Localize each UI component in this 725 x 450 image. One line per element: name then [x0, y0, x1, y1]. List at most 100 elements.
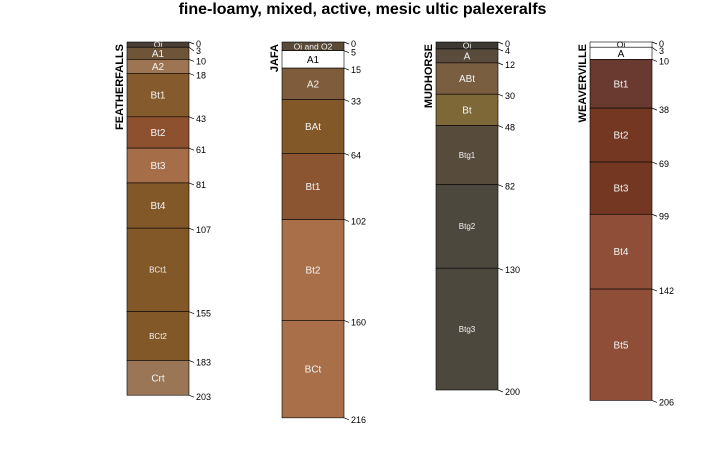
- depth-label-featherfalls-10: 203: [196, 392, 211, 402]
- horizon-mudhorse-2: [435, 62, 499, 95]
- horizon-featherfalls-9: [126, 360, 190, 396]
- depth-label-weaverville-3: 38: [659, 105, 669, 115]
- depth-label-jafa-2: 15: [351, 65, 361, 75]
- horizon-label-weaverville-1: A: [618, 49, 625, 60]
- depth-label-jafa-7: 216: [351, 415, 366, 425]
- horizon-label-jafa-3: BAt: [305, 122, 321, 133]
- horizon-label-jafa-2: A2: [307, 79, 320, 90]
- horizon-weaverville-3: [589, 107, 653, 163]
- diagram-title: fine-loamy, mixed, active, mesic ultic p…: [178, 1, 547, 18]
- depth-tick-featherfalls-10: [188, 394, 195, 398]
- depth-label-jafa-1: 5: [351, 48, 356, 58]
- depth-tick-weaverville-6: [651, 288, 658, 292]
- depth-tick-mudhorse-7: [497, 389, 504, 393]
- horizon-label-weaverville-0: Oi: [617, 40, 626, 50]
- profile-name-featherfalls: FEATHERFALLS: [114, 44, 126, 130]
- depth-label-mudhorse-4: 48: [505, 123, 515, 133]
- depth-label-mudhorse-6: 130: [505, 265, 520, 275]
- depth-label-weaverville-0: 0: [659, 39, 664, 49]
- horizon-label-mudhorse-2: ABt: [459, 74, 475, 85]
- depth-label-mudhorse-3: 30: [505, 91, 515, 101]
- depth-label-featherfalls-4: 43: [196, 114, 206, 124]
- depth-tick-featherfalls-5: [188, 147, 195, 151]
- depth-label-jafa-4: 64: [351, 150, 361, 160]
- depth-label-weaverville-7: 206: [659, 397, 674, 407]
- horizon-mudhorse-4: [435, 125, 499, 185]
- depth-tick-mudhorse-0: [497, 41, 504, 45]
- depth-label-featherfalls-7: 107: [196, 225, 211, 235]
- depth-label-featherfalls-1: 3: [196, 46, 201, 56]
- horizon-featherfalls-4: [126, 116, 190, 149]
- depth-tick-featherfalls-3: [188, 72, 195, 76]
- depth-tick-mudhorse-5: [497, 184, 504, 188]
- depth-label-featherfalls-9: 183: [196, 357, 211, 367]
- depth-label-jafa-6: 160: [351, 317, 366, 327]
- horizon-label-featherfalls-9: Crt: [151, 373, 165, 384]
- horizon-label-mudhorse-3: Bt: [462, 105, 472, 116]
- depth-label-mudhorse-5: 82: [505, 182, 515, 192]
- depth-label-mudhorse-1: 4: [505, 46, 510, 56]
- depth-tick-mudhorse-3: [497, 93, 504, 97]
- depth-tick-mudhorse-4: [497, 125, 504, 128]
- horizon-label-mudhorse-5: Btg2: [459, 222, 476, 231]
- depth-label-jafa-3: 33: [351, 96, 361, 106]
- depth-tick-mudhorse-6: [497, 267, 504, 271]
- depth-tick-mudhorse-1: [497, 48, 504, 52]
- horizon-weaverville-4: [589, 161, 653, 215]
- depth-tick-featherfalls-8: [188, 311, 195, 315]
- depth-label-featherfalls-3: 18: [196, 70, 206, 80]
- depth-tick-featherfalls-9: [188, 360, 195, 363]
- horizon-jafa-6: [281, 320, 345, 419]
- depth-label-mudhorse-0: 0: [505, 39, 510, 49]
- horizon-featherfalls-8: [126, 311, 190, 361]
- depth-tick-featherfalls-4: [188, 116, 195, 120]
- depth-tick-jafa-0: [343, 41, 350, 45]
- horizon-featherfalls-7: [126, 227, 190, 312]
- depth-tick-featherfalls-1: [188, 46, 195, 52]
- depth-tick-jafa-2: [343, 67, 350, 71]
- depth-tick-jafa-7: [343, 417, 350, 421]
- depth-tick-jafa-6: [343, 320, 350, 323]
- horizon-jafa-4: [281, 153, 345, 220]
- horizon-label-featherfalls-1: A1: [152, 49, 165, 60]
- horizon-mudhorse-3: [435, 93, 499, 126]
- depth-tick-weaverville-3: [651, 107, 658, 111]
- depth-label-mudhorse-7: 200: [505, 387, 520, 397]
- depth-tick-featherfalls-7: [188, 227, 195, 231]
- depth-tick-weaverville-1: [651, 46, 658, 52]
- depth-label-featherfalls-0: 0: [196, 39, 201, 49]
- horizon-featherfalls-5: [126, 147, 190, 184]
- depth-tick-weaverville-7: [651, 400, 658, 403]
- depth-label-weaverville-1: 3: [659, 46, 664, 56]
- depth-tick-jafa-5: [343, 219, 350, 222]
- depth-label-featherfalls-6: 81: [196, 180, 206, 190]
- depth-tick-featherfalls-0: [188, 41, 195, 45]
- horizon-label-featherfalls-3: Bt1: [150, 91, 165, 102]
- profile-name-weaverville: WEAVERVILLE: [577, 44, 589, 122]
- horizon-label-weaverville-3: Bt2: [613, 131, 628, 142]
- depth-label-featherfalls-2: 10: [196, 56, 206, 66]
- horizon-label-jafa-4: Bt1: [305, 182, 320, 193]
- horizon-mudhorse-6: [435, 267, 499, 391]
- horizon-jafa-5: [281, 219, 345, 321]
- horizon-label-jafa-0: Oi and O2: [294, 41, 333, 51]
- depth-label-weaverville-5: 99: [659, 211, 669, 221]
- horizon-label-weaverville-4: Bt3: [613, 184, 628, 195]
- horizon-label-featherfalls-0: Oi: [154, 40, 163, 50]
- horizon-label-weaverville-6: Bt5: [613, 340, 628, 351]
- depth-tick-featherfalls-2: [188, 59, 195, 62]
- depth-label-weaverville-4: 69: [659, 159, 669, 169]
- depth-label-mudhorse-2: 12: [505, 60, 515, 70]
- profile-name-jafa: JAFA: [269, 44, 281, 72]
- depth-tick-jafa-3: [343, 99, 350, 102]
- depth-label-featherfalls-8: 155: [196, 309, 211, 319]
- depth-label-jafa-0: 0: [351, 39, 356, 49]
- horizon-label-weaverville-2: Bt1: [613, 79, 628, 90]
- depth-tick-weaverville-2: [651, 59, 658, 62]
- depth-tick-mudhorse-2: [497, 62, 504, 66]
- horizon-label-featherfalls-8: BCt2: [149, 332, 167, 341]
- horizon-label-mudhorse-0: Oi: [463, 40, 472, 50]
- horizon-mudhorse-5: [435, 184, 499, 269]
- horizon-label-mudhorse-4: Btg1: [459, 151, 476, 160]
